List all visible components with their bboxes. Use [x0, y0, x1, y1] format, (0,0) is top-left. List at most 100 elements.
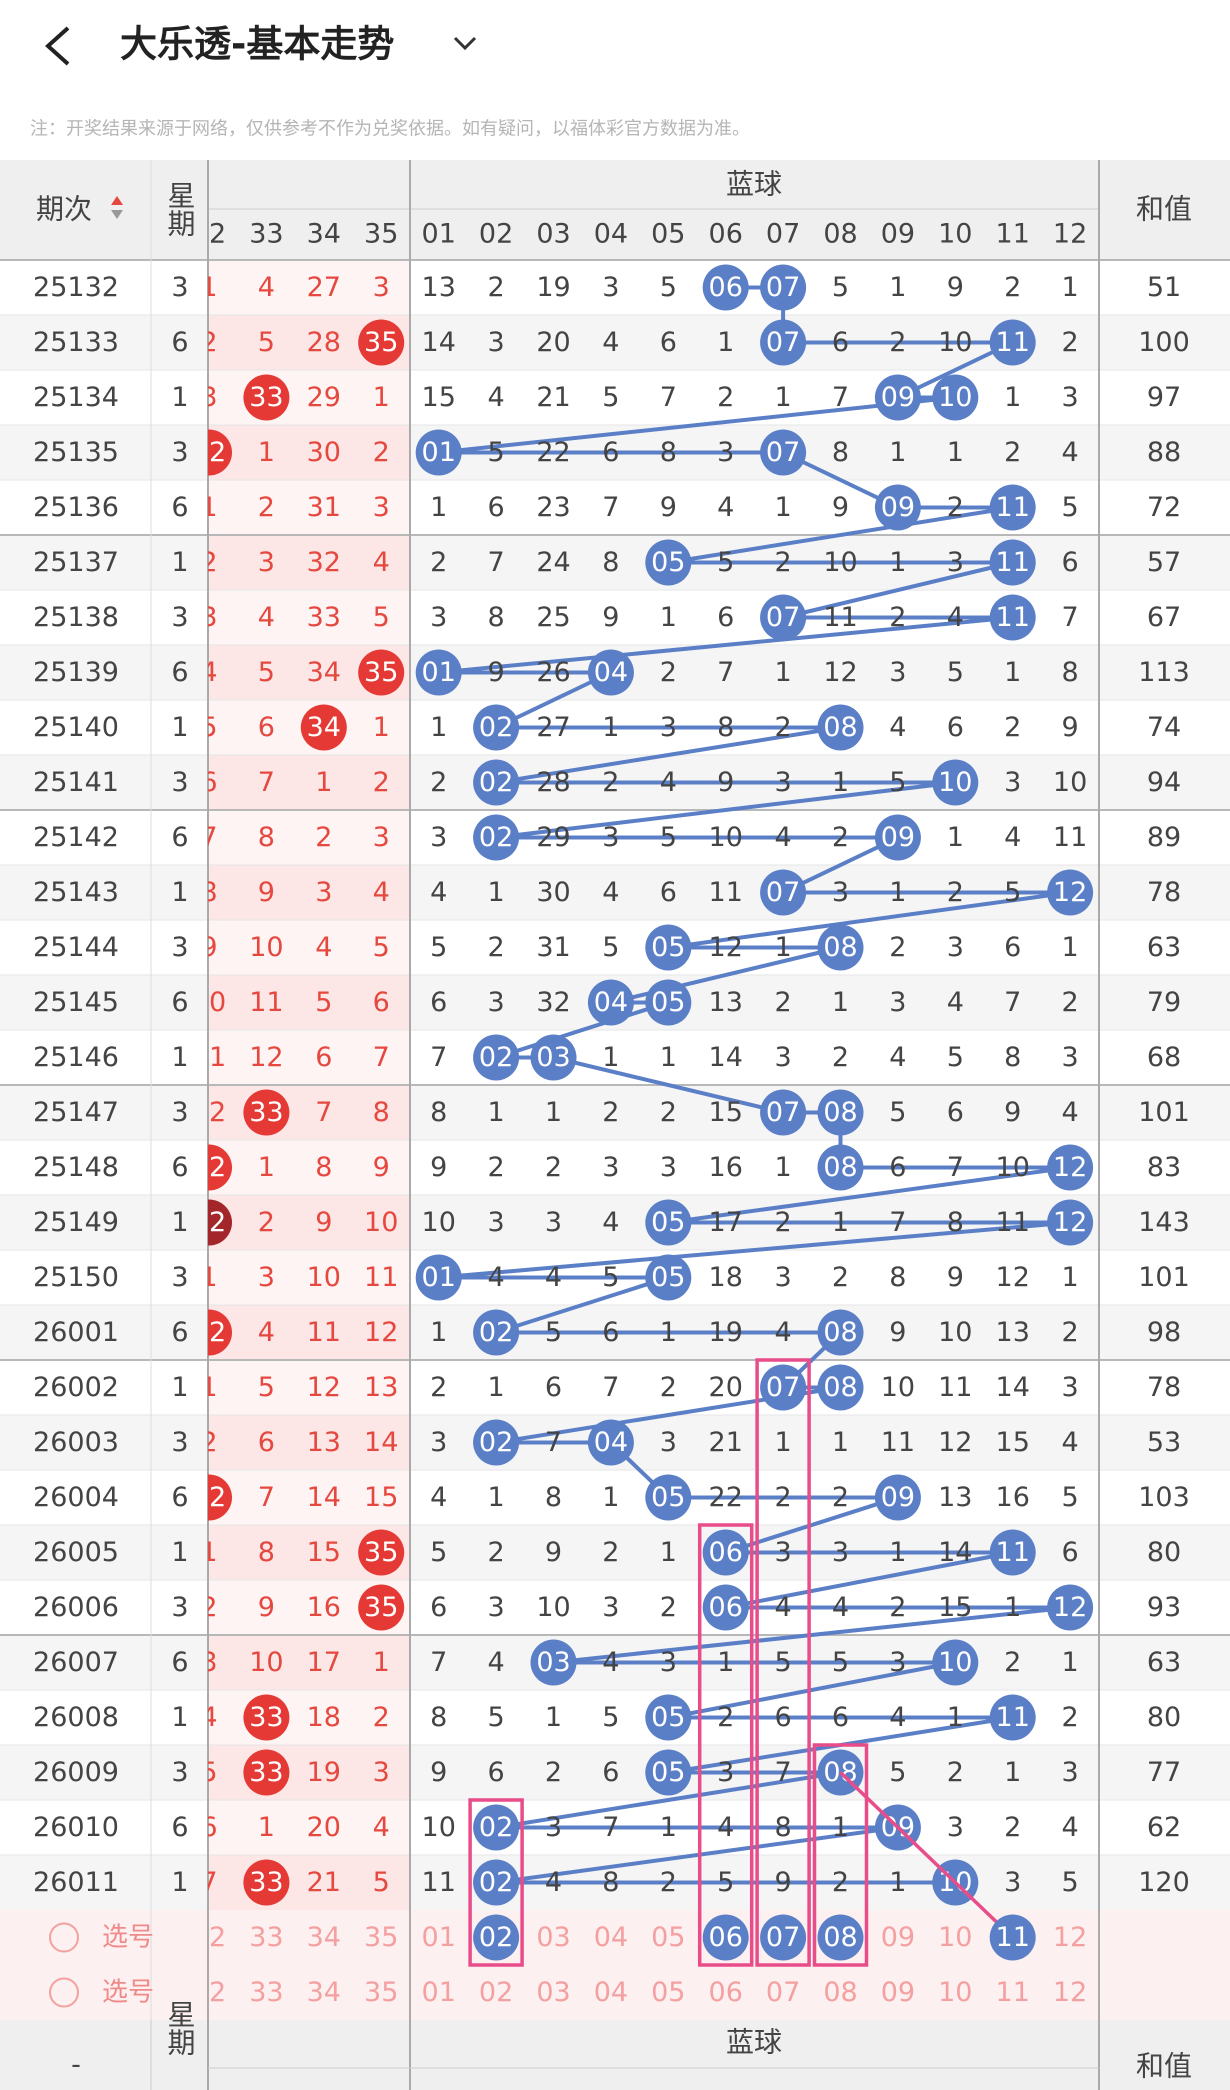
cell-value: 4 — [1062, 437, 1079, 468]
back-button[interactable] — [45, 26, 70, 66]
select-label[interactable]: 选号 — [102, 1978, 154, 2008]
period: 25142 — [33, 822, 119, 853]
cell-value: 3 — [1062, 382, 1079, 413]
ball-number: 04 — [594, 657, 628, 688]
pattern-highlight — [839, 1771, 1014, 1939]
number-ball — [300, 704, 347, 751]
cell-value: 7 — [602, 492, 619, 523]
select-row-bg — [0, 1965, 1230, 2020]
cell-value: 1 — [889, 547, 906, 578]
cell-value: 4 — [373, 547, 390, 578]
cell-value: 34 — [307, 1977, 341, 2008]
cell-value: 8 — [717, 712, 734, 743]
cell-value: 1 — [889, 437, 906, 468]
cell-value: 2 — [258, 1207, 275, 1238]
cell-value: 25 — [536, 602, 570, 633]
cell-value: 2 — [488, 272, 505, 303]
cell-value: 8 — [488, 602, 505, 633]
row-bg — [208, 810, 410, 865]
ball-number: 35 — [364, 1592, 398, 1623]
column-header: 蓝球 — [726, 168, 782, 201]
cell-value: 5 — [258, 1372, 275, 1403]
cell-value: 3 — [488, 1592, 505, 1623]
number-ball — [874, 1474, 921, 1521]
cell-value: 4 — [1062, 1427, 1079, 1458]
number-ball — [587, 1419, 634, 1466]
cell-value: 6 — [430, 987, 447, 1018]
cell-value: 6 — [315, 1042, 332, 1073]
cell-value: 1 — [1004, 382, 1021, 413]
number-ball — [817, 1144, 864, 1191]
cell-value: 7 — [200, 822, 217, 853]
cell-value: 4 — [200, 1702, 217, 1733]
ball-number: 10 — [938, 1647, 972, 1678]
row-bg — [0, 260, 1230, 315]
weekday: 1 — [171, 1702, 188, 1733]
cell-value: 14 — [709, 1042, 743, 1073]
cell-value: 1 — [832, 1207, 849, 1238]
cell-value: 5 — [488, 437, 505, 468]
cell-value: 1 — [488, 877, 505, 908]
weekday: 1 — [171, 877, 188, 908]
cell-value: 6 — [430, 1592, 447, 1623]
number-ball — [989, 484, 1036, 531]
cell-value: 1 — [545, 1702, 562, 1733]
cell-value: 1 — [832, 767, 849, 798]
cell-value: 6 — [660, 877, 677, 908]
cell-value: 01 — [422, 1922, 456, 1953]
number-ball — [473, 814, 520, 861]
cell-value: 1 — [1004, 1592, 1021, 1623]
cell-value: 5 — [1062, 492, 1079, 523]
cell-value: 12 — [938, 1427, 972, 1458]
cell-value: 5 — [602, 1702, 619, 1733]
cell-value: 4 — [1062, 1812, 1079, 1843]
cell-value: 1 — [430, 712, 447, 743]
cell-value: 2 — [200, 1427, 217, 1458]
cell-value: 5 — [832, 272, 849, 303]
cell-value: 8 — [258, 822, 275, 853]
cell-value: 2 — [602, 767, 619, 798]
cell-value: 28 — [307, 327, 341, 358]
pattern-highlight — [697, 1523, 754, 1967]
column-number: 03 — [536, 219, 570, 250]
cell-value: 2 — [373, 1702, 390, 1733]
select-label[interactable]: 选号 — [102, 1923, 154, 1953]
cell-value: 7 — [775, 1757, 792, 1788]
ball-number: 09 — [881, 382, 915, 413]
cell-value: 13 — [938, 1482, 972, 1513]
cell-value: 1 — [832, 1427, 849, 1458]
ball-number: 07 — [766, 327, 800, 358]
period: 25148 — [33, 1152, 119, 1183]
cell-value: 7 — [1004, 987, 1021, 1018]
cell-value: 1 — [947, 822, 964, 853]
cell-value: 14 — [996, 1372, 1030, 1403]
row-bg — [208, 260, 410, 315]
cell-value: 1 — [717, 1647, 734, 1678]
cell-value: 10 — [249, 1647, 283, 1678]
cell-value: 15 — [996, 1427, 1030, 1458]
cell-value: 1 — [1062, 272, 1079, 303]
cell-value: 3 — [775, 767, 792, 798]
cell-value: 3 — [200, 1647, 217, 1678]
row-bg — [0, 1030, 1230, 1085]
select-checkbox[interactable] — [49, 1922, 79, 1953]
sum: 80 — [1147, 1537, 1181, 1568]
cell-value: 33 — [249, 1977, 283, 2008]
ball-number: 33 — [249, 1867, 283, 1898]
cell-value: 4 — [488, 382, 505, 413]
cell-value: 1 — [947, 437, 964, 468]
dropdown-toggle[interactable] — [453, 36, 477, 51]
cell-value: 5 — [1062, 1867, 1079, 1898]
ball-number: 06 — [709, 1592, 743, 1623]
number-ball — [1047, 869, 1094, 916]
number-ball — [760, 1914, 807, 1961]
cell-value: 6 — [373, 987, 390, 1018]
cell-value: 5 — [315, 987, 332, 1018]
number-ball — [358, 1584, 405, 1631]
ball-number: 02 — [479, 822, 513, 853]
cell-value: 2 — [1062, 987, 1079, 1018]
cell-value: 1 — [373, 382, 390, 413]
cell-value: 04 — [594, 1977, 628, 2008]
cell-value: 9 — [488, 657, 505, 688]
select-checkbox[interactable] — [49, 1977, 79, 2008]
